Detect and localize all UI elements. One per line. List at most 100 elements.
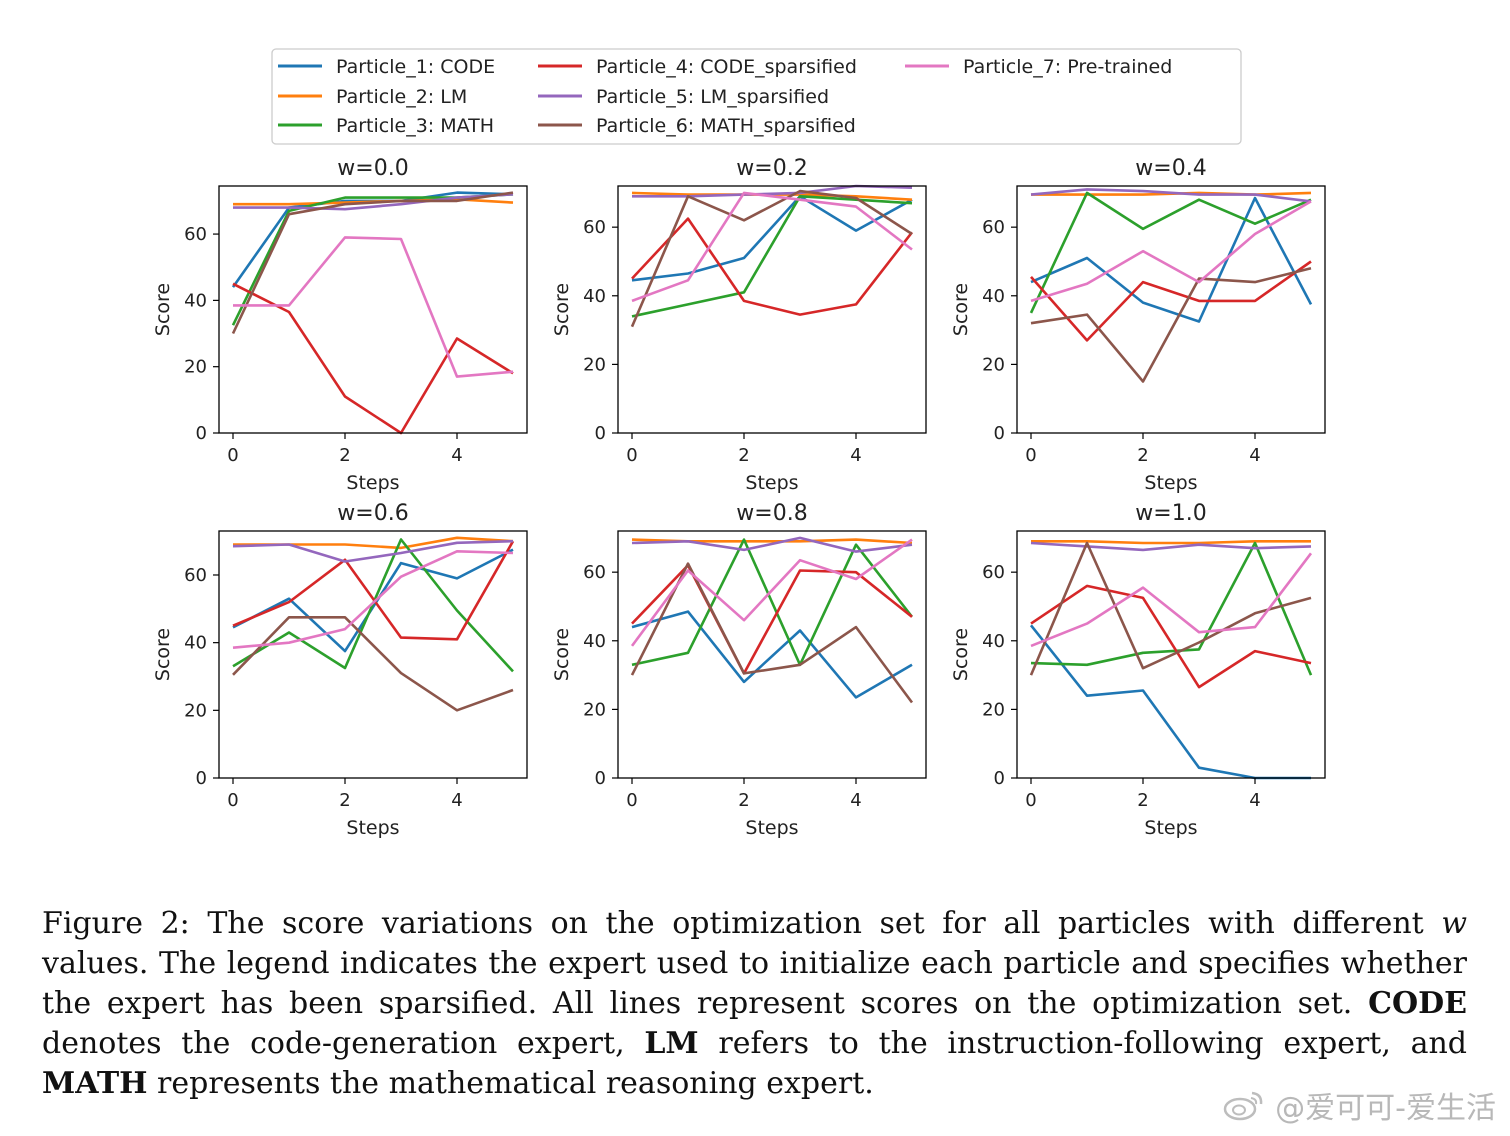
- y-tick-label-0-w-0-2: 0: [595, 423, 606, 444]
- y-axis-label-w-0-0: Score: [152, 283, 174, 336]
- subplot-title-w-0-0: w=0.0: [337, 156, 408, 181]
- series-line-particle-6-math-sparsified-w-0-2: [630, 189, 913, 328]
- caption-math-desc: represents the mathematical reasoning ex…: [147, 1066, 874, 1101]
- legend-label-particle-5-lm-sparsified: Particle_5: LM_sparsified: [596, 86, 829, 108]
- series-line-particle-3-math-w-0-8: [631, 538, 914, 667]
- series-line-particle-1-code-w-0-6: [232, 548, 514, 653]
- caption-symbol: w: [1441, 906, 1467, 941]
- series-line-particle-7-pre-trained-w-0-2: [631, 191, 913, 303]
- x-axis-label-w-1-0: Steps: [1144, 817, 1197, 839]
- series-line-particle-4-code-sparsified-w-0-4: [1030, 260, 1312, 342]
- y-axis-label-w-0-6: Score: [152, 628, 174, 681]
- caption-after-symbol: values. The legend indicates the expert …: [42, 946, 1467, 1021]
- y-tick-label-20-w-1-0: 20: [982, 699, 1005, 720]
- y-tick-label-40-w-0-2: 40: [583, 286, 606, 307]
- legend-label-particle-1-code: Particle_1: CODE: [336, 56, 495, 78]
- x-axis-label-w-0-6: Steps: [346, 817, 399, 839]
- series-line-particle-7-pre-trained-w-0-0: [233, 236, 514, 378]
- series-line-particle-4-code-sparsified-w-0-6: [232, 540, 515, 641]
- y-tick-label-40-w-0-0: 40: [184, 290, 207, 311]
- legend-label-particle-4-code-sparsified: Particle_4: CODE_sparsified: [596, 56, 857, 78]
- series-line-particle-7-pre-trained-w-1-0: [1030, 552, 1313, 648]
- series-line-particle-5-lm-sparsified-w-1-0: [1030, 541, 1312, 552]
- x-tick-label-2-w-0-0: 2: [339, 445, 350, 466]
- series-line-particle-4-code-sparsified-w-0-0: [232, 282, 514, 435]
- series-line-particle-3-math-w-0-4: [1029, 191, 1312, 314]
- y-tick-label-60-w-0-0: 60: [184, 224, 207, 245]
- y-tick-label-20-w-0-0: 20: [184, 357, 207, 378]
- x-tick-label-2-w-1-0: 2: [1137, 790, 1148, 811]
- series-line-particle-1-code-w-1-0: [1029, 624, 1311, 780]
- x-axis-label-w-0-2: Steps: [745, 472, 798, 494]
- legend-label-particle-3-math: Particle_3: MATH: [336, 115, 494, 137]
- y-tick-label-60-w-0-6: 60: [184, 565, 207, 586]
- x-tick-label-0-w-0-2: 0: [626, 445, 637, 466]
- legend-label-particle-2-lm: Particle_2: LM: [336, 86, 467, 108]
- series-line-particle-1-code-w-0-8: [631, 610, 913, 699]
- y-tick-label-40-w-0-6: 40: [184, 633, 207, 654]
- caption-math-term: MATH: [42, 1066, 148, 1101]
- axes-frame-w-1-0: [1016, 530, 1326, 779]
- x-tick-label-2-w-0-8: 2: [738, 790, 749, 811]
- series-line-particle-6-math-sparsified-w-0-0: [231, 191, 514, 335]
- series-line-particle-7-pre-trained-w-0-4: [1030, 200, 1312, 303]
- x-tick-label-0-w-0-8: 0: [626, 790, 637, 811]
- x-tick-label-4-w-0-0: 4: [451, 445, 462, 466]
- series-line-particle-7-pre-trained-w-0-8: [630, 538, 913, 647]
- chart-legend: Particle_1: CODE Particle_2: LM Particle_3…: [271, 48, 1242, 145]
- y-tick-label-0-w-0-4: 0: [994, 423, 1005, 444]
- series-line-particle-6-math-sparsified-w-0-6: [232, 615, 514, 712]
- y-tick-label-60-w-1-0: 60: [982, 562, 1005, 583]
- series-line-particle-3-math-w-1-0: [1030, 541, 1313, 676]
- x-tick-label-4-w-0-6: 4: [451, 790, 462, 811]
- weibo-logo-icon: [1222, 1088, 1266, 1130]
- x-axis-label-w-0-0: Steps: [346, 472, 399, 494]
- subplot-title-w-1-0: w=1.0: [1135, 501, 1206, 526]
- series-line-particle-5-lm-sparsified-w-0-6: [232, 539, 514, 563]
- x-tick-label-0-w-0-4: 0: [1025, 445, 1036, 466]
- legend-label-particle-7-pre-trained: Particle_7: Pre-trained: [963, 56, 1172, 78]
- x-tick-label-0-w-1-0: 0: [1025, 790, 1036, 811]
- y-tick-label-60-w-0-2: 60: [583, 217, 606, 238]
- series-line-particle-1-code-w-0-2: [631, 195, 913, 282]
- caption-lm-term: LM: [644, 1026, 699, 1061]
- x-tick-label-2-w-0-6: 2: [339, 790, 350, 811]
- x-tick-label-4-w-0-4: 4: [1249, 445, 1260, 466]
- y-tick-label-60-w-0-4: 60: [982, 217, 1005, 238]
- watermark: @爱可可-爱生活: [1222, 1083, 1496, 1131]
- figure-canvas: Particle_1: CODE Particle_2: LM Particle_3…: [152, 48, 1326, 839]
- series-line-particle-7-pre-trained-w-0-6: [232, 549, 514, 649]
- caption-code-term: CODE: [1368, 986, 1467, 1021]
- axes-frame-w-0-4: [1016, 185, 1326, 434]
- x-tick-label-2-w-0-2: 2: [738, 445, 749, 466]
- legend-label-particle-6-math-sparsified: Particle_6: MATH_sparsified: [596, 115, 856, 137]
- figure-caption: Figure 2: The score variations on the op…: [42, 904, 1467, 1104]
- y-axis-label-w-1-0: Score: [950, 628, 972, 681]
- y-tick-label-40-w-0-4: 40: [982, 286, 1005, 307]
- y-axis-label-w-0-8: Score: [551, 628, 573, 681]
- y-axis-label-w-0-2: Score: [551, 283, 573, 336]
- caption-code-desc: denotes the code-generation expert,: [42, 1026, 645, 1061]
- series-line-particle-4-code-sparsified-w-0-8: [631, 563, 913, 675]
- axes-frame-w-0-0: [218, 185, 528, 434]
- legend-frame: [271, 48, 1242, 145]
- x-tick-label-0-w-0-0: 0: [227, 445, 238, 466]
- series-line-particle-5-lm-sparsified-w-0-4: [1030, 188, 1312, 203]
- y-tick-label-20-w-0-4: 20: [982, 354, 1005, 375]
- series-line-particle-5-lm-sparsified-w-0-8: [631, 536, 913, 553]
- subplot-title-w-0-6: w=0.6: [337, 501, 408, 526]
- y-tick-label-0-w-0-6: 0: [196, 768, 207, 789]
- x-tick-label-4-w-0-2: 4: [850, 445, 861, 466]
- axes-frame-w-0-8: [617, 530, 927, 779]
- axes-frame-w-0-6: [218, 530, 528, 779]
- x-tick-label-4-w-0-8: 4: [850, 790, 861, 811]
- x-tick-label-4-w-1-0: 4: [1249, 790, 1260, 811]
- y-tick-label-20-w-0-2: 20: [583, 354, 606, 375]
- y-tick-label-20-w-0-8: 20: [583, 699, 606, 720]
